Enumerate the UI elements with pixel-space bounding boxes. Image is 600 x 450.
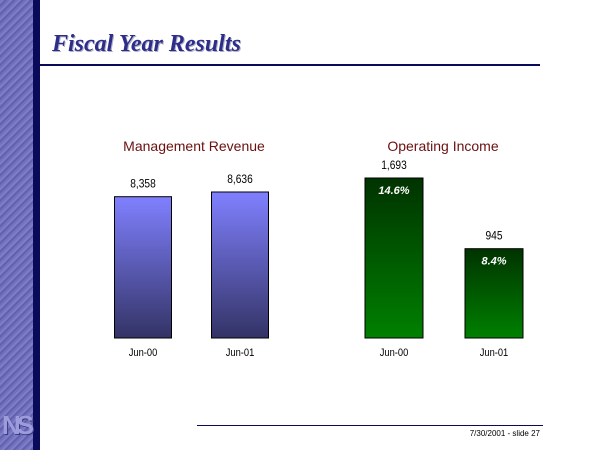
value-label: 1,693 (381, 159, 407, 172)
value-label: 8,636 (227, 173, 253, 186)
slide-footer: 7/30/2001 - slide 27 (469, 429, 540, 438)
category-label: Jun-00 (380, 347, 409, 359)
footer-divider (197, 425, 543, 426)
category-label: Jun-00 (129, 347, 158, 359)
chart-title: Operating Income (387, 138, 498, 154)
bar-jun-01 (464, 248, 524, 339)
category-label: Jun-01 (226, 347, 255, 359)
value-label: 8,358 (130, 178, 156, 191)
slide-title: Fiscal Year Results (52, 31, 241, 57)
chart-title: Management Revenue (123, 138, 265, 154)
bar-jun-00 (114, 196, 172, 339)
margin-label: 14.6% (378, 185, 409, 197)
side-bar (33, 0, 40, 450)
margin-label: 8.4% (481, 256, 506, 268)
category-label: Jun-01 (480, 347, 509, 359)
decorative-side-strip (0, 0, 33, 450)
value-label: 945 (485, 230, 502, 243)
bar-jun-00 (364, 177, 424, 339)
company-logo: NS (2, 410, 34, 440)
bar-jun-01 (211, 191, 269, 339)
title-divider (40, 64, 540, 66)
